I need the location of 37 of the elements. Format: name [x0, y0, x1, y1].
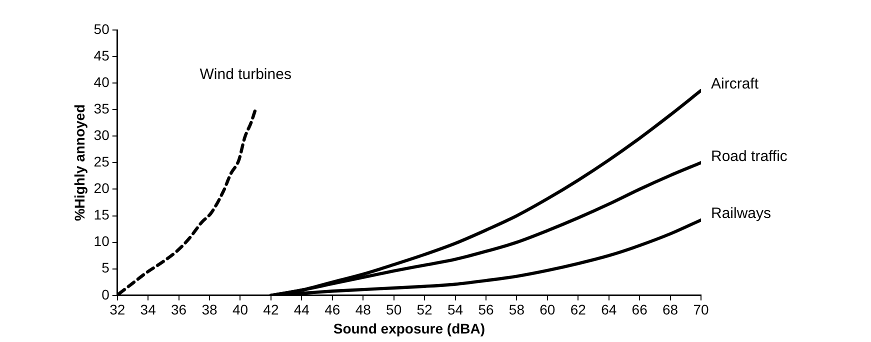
y-tick-label: 25 [94, 154, 110, 170]
x-tick-label: 32 [110, 302, 126, 318]
x-tick-label: 46 [324, 302, 340, 318]
x-tick-label: 48 [355, 302, 372, 318]
x-tick-label: 40 [232, 302, 248, 318]
x-tick-label: 70 [693, 302, 709, 318]
x-axis-title: Sound exposure (dBA) [333, 320, 486, 336]
y-tick-label: 50 [94, 20, 110, 37]
x-tick-label: 58 [508, 302, 525, 318]
y-axis-title: %Highly annoyed [71, 104, 88, 222]
y-tick-label: 15 [94, 206, 110, 223]
x-tick-label: 44 [294, 302, 310, 318]
y-tick-label: 5 [102, 260, 110, 276]
text: Wind turbines [200, 66, 292, 84]
x-tick-label: 64 [601, 302, 617, 318]
y-tick-label: 35 [94, 100, 110, 116]
y-tick-label: 0 [102, 286, 110, 302]
x-tick-label: 42 [263, 302, 279, 318]
y-tick-label: 20 [94, 180, 110, 196]
x-tick-label: 62 [570, 302, 586, 318]
y-tick-label: 40 [94, 74, 110, 90]
x-tick-label: 34 [140, 302, 156, 318]
x-tick-label: 50 [386, 302, 402, 318]
x-tick-label: 68 [662, 302, 678, 318]
series-label: Road traffic [711, 148, 788, 165]
x-tick-label: 38 [202, 302, 218, 318]
x-tick-label: 66 [632, 302, 648, 318]
series-label: Aircraft [711, 76, 760, 93]
y-tick-label: 30 [94, 127, 110, 144]
y-tick-label: 45 [94, 47, 110, 64]
x-tick-label: 54 [447, 302, 464, 318]
x-tick-label: 60 [540, 302, 556, 318]
series-label: Railways [711, 205, 772, 222]
x-tick-label: 52 [416, 302, 433, 318]
x-tick-label: 56 [478, 302, 494, 318]
y-tick-label: 10 [94, 233, 110, 250]
x-tick-label: 36 [171, 302, 187, 318]
